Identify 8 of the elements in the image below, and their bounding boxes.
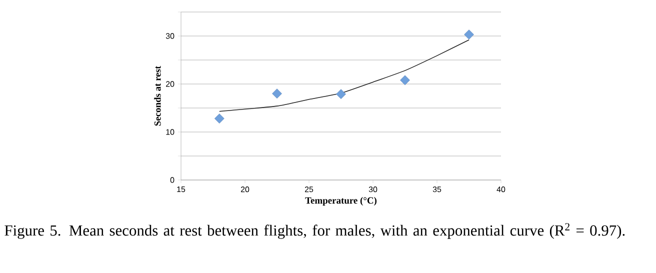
point [400, 75, 410, 86]
point [464, 30, 474, 40]
point [336, 89, 346, 100]
caption: Figure 5. Mean seconds at rest between flights, for males, with an exponential curve (R$^{2}$ = 0.97). [4, 223, 625, 239]
point [214, 114, 224, 124]
x-axis-title: Temperature (°C) [305, 197, 377, 206]
point [272, 88, 282, 99]
y-axis-title: Seconds at rest [154, 66, 161, 126]
